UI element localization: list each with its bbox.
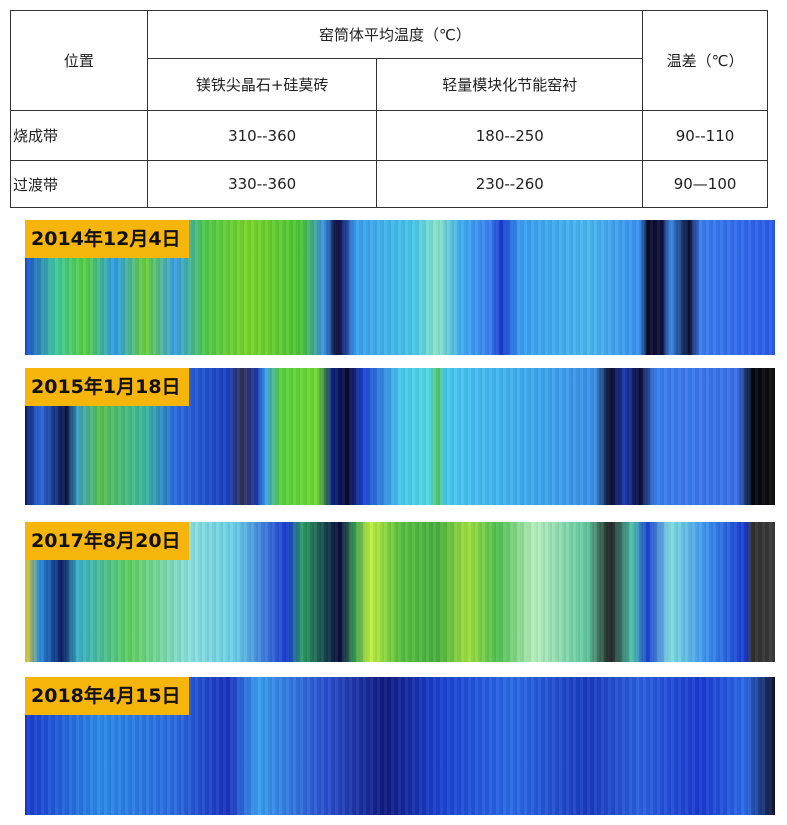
cell: 230--260 xyxy=(376,160,644,208)
temperature-table: 位置 窑筒体平均温度（℃） 温差（℃） 镁铁尖晶石+硅莫砖 轻量模块化节能窑衬 … xyxy=(10,10,768,208)
cell: 烧成带 xyxy=(10,110,148,161)
cell: 90—100 xyxy=(642,160,768,208)
thermal-image: 2015年1月18日 xyxy=(25,368,775,505)
header-avg-temp: 窑筒体平均温度（℃） xyxy=(146,10,644,59)
date-label: 2018年4月15日 xyxy=(25,677,189,715)
header-lining: 轻量模块化节能窑衬 xyxy=(376,58,644,111)
header-diff: 温差（℃） xyxy=(642,10,768,111)
cell: 330--360 xyxy=(146,160,378,208)
thermal-image: 2014年12月4日 xyxy=(25,220,775,355)
date-label: 2015年1月18日 xyxy=(25,368,189,406)
cell: 310--360 xyxy=(146,110,378,161)
date-label: 2014年12月4日 xyxy=(25,220,189,258)
header-position: 位置 xyxy=(10,10,148,111)
cell: 180--250 xyxy=(376,110,644,161)
date-label: 2017年8月20日 xyxy=(25,522,189,560)
cell: 90--110 xyxy=(642,110,768,161)
thermal-image: 2018年4月15日 xyxy=(25,677,775,815)
thermal-image: 2017年8月20日 xyxy=(25,522,775,662)
header-lining: 镁铁尖晶石+硅莫砖 xyxy=(146,58,378,111)
cell: 过渡带 xyxy=(10,160,148,208)
